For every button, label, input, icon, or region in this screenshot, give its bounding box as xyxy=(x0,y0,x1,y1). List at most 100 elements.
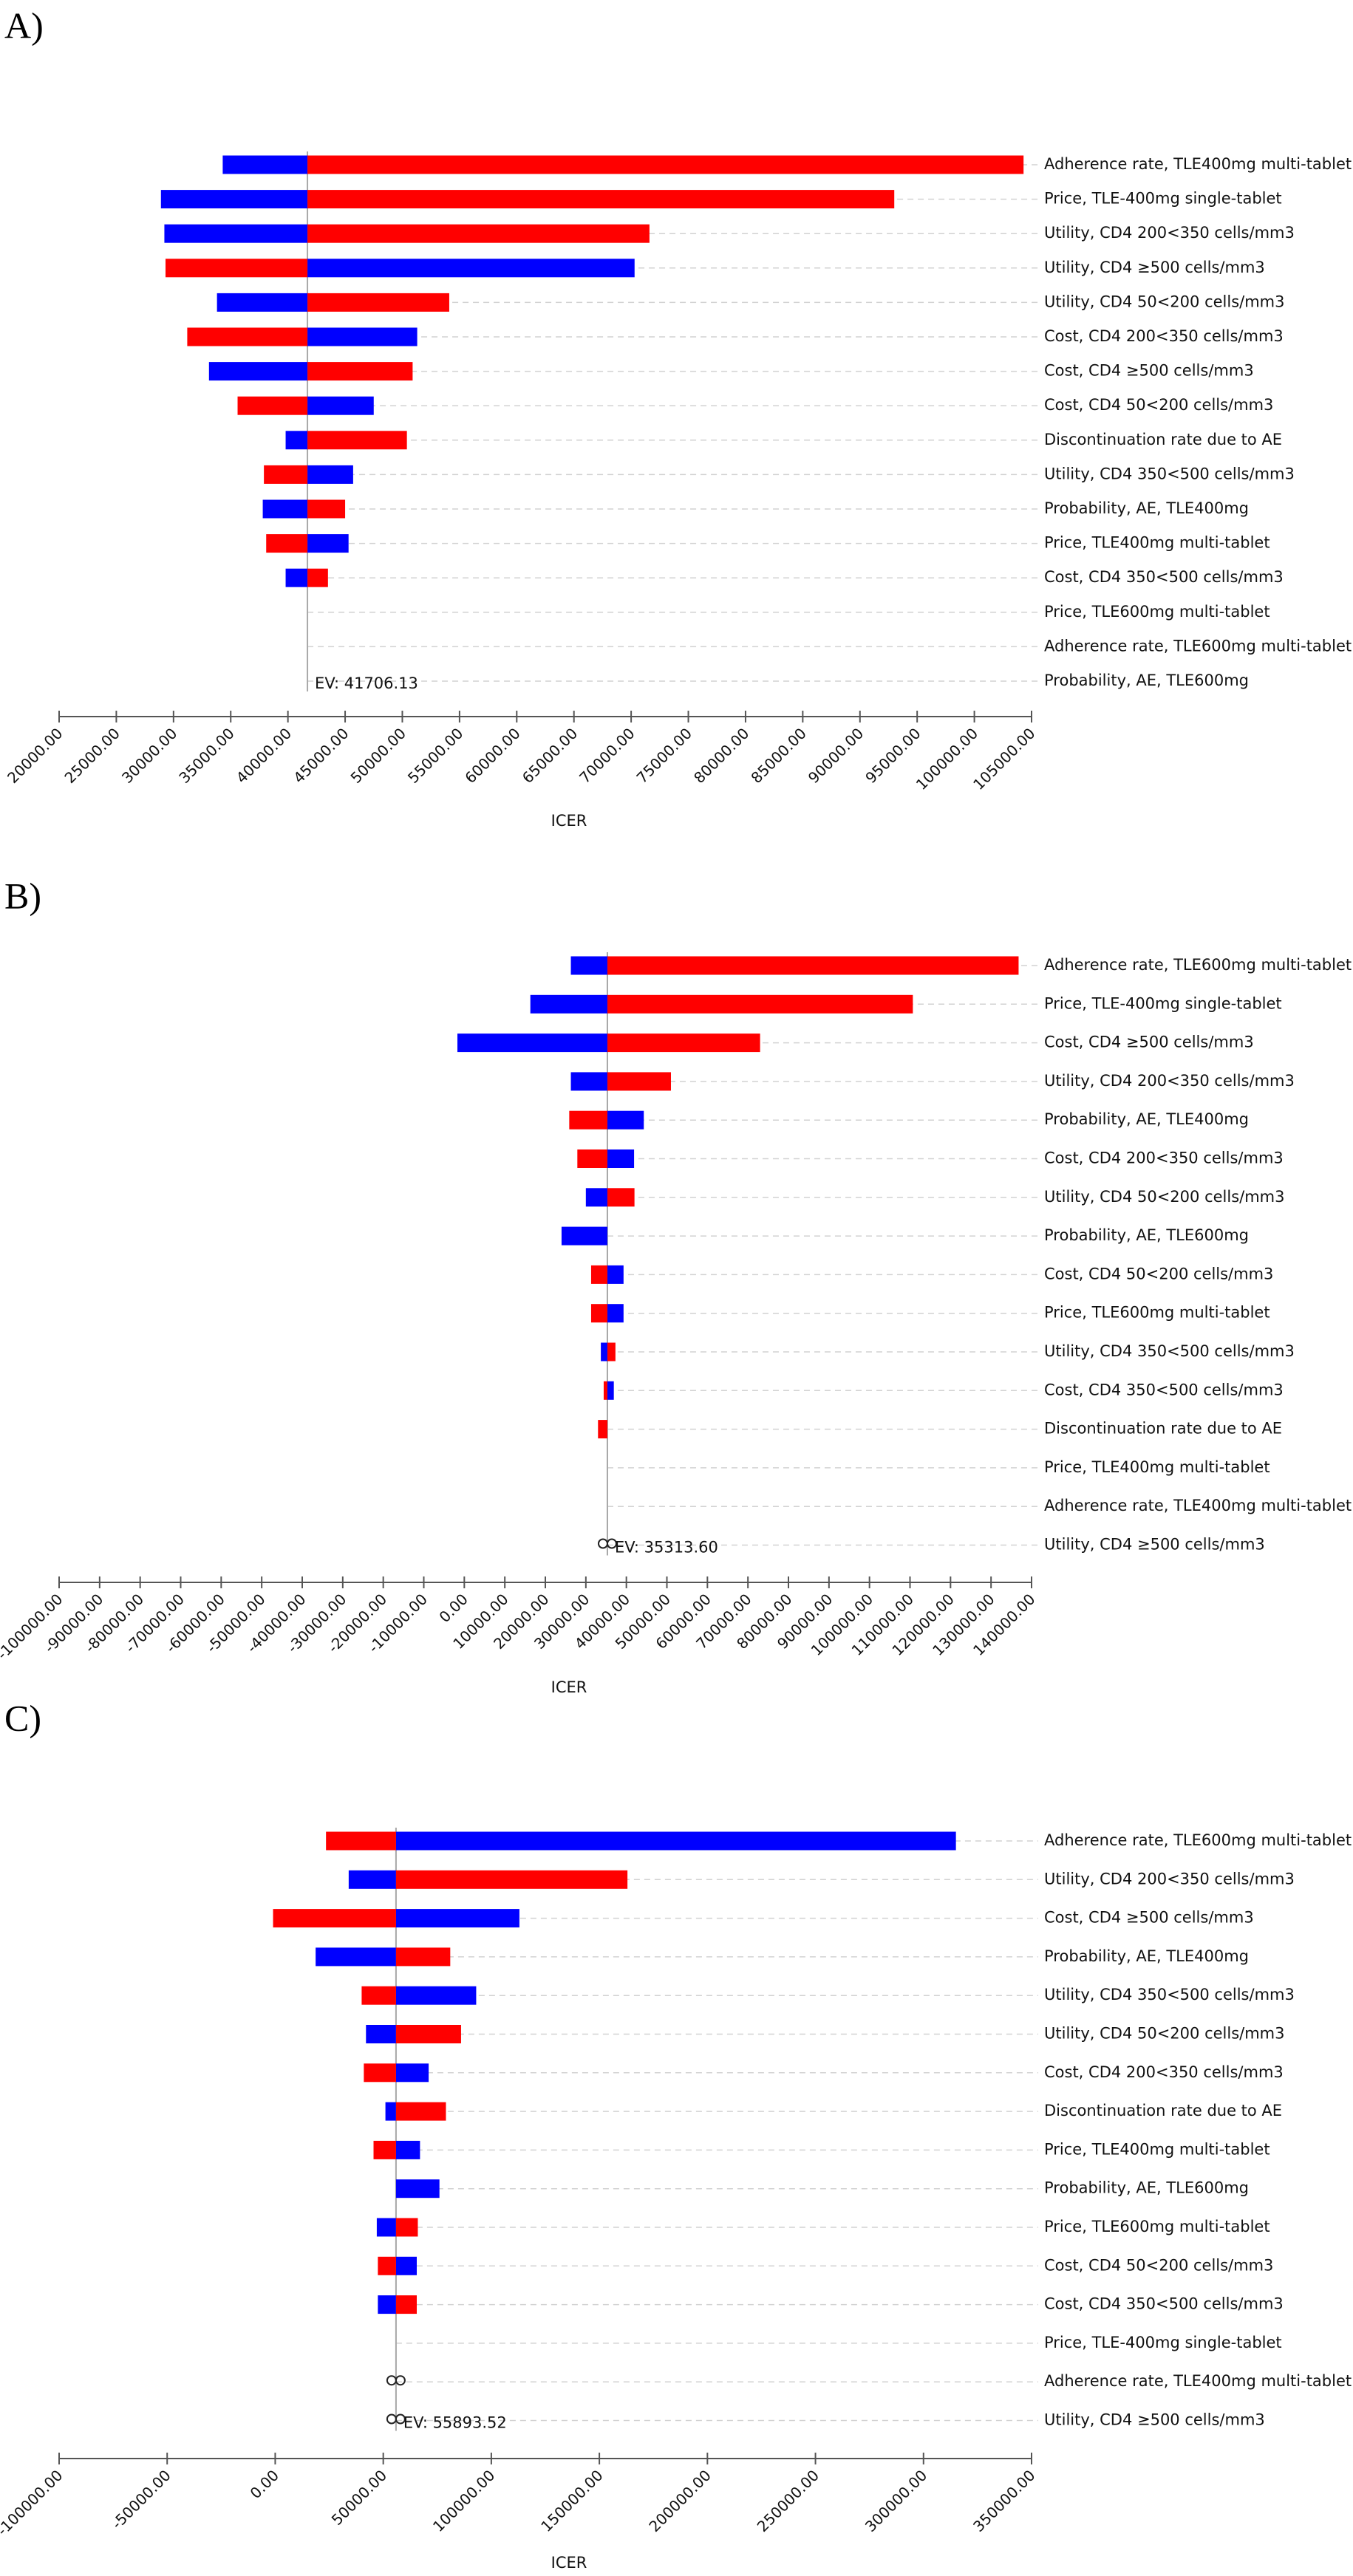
tornado-row: Price, TLE600mg multi-tablet xyxy=(590,1304,1270,1323)
x-axis-title: ICER xyxy=(551,1678,587,1696)
tornado-row: Utility, CD4 50<200 cells/mm3 xyxy=(217,293,1285,312)
tornado-row: Probability, AE, TLE600mg xyxy=(1044,672,1249,689)
bar-blue xyxy=(457,1034,607,1053)
parameter-label: Utility, CD4 ≥500 cells/mm3 xyxy=(1044,2411,1265,2429)
bar-blue xyxy=(316,1947,396,1967)
bar-red xyxy=(395,2218,418,2237)
bar-blue xyxy=(395,1831,956,1851)
bar-blue xyxy=(366,2025,396,2043)
parameter-label: Probability, AE, TLE600mg xyxy=(1044,672,1249,689)
parameter-label: Cost, CD4 50<200 cells/mm3 xyxy=(1044,2256,1273,2274)
tornado-row: Adherence rate, TLE400mg multi-tablet xyxy=(222,155,1352,174)
tornado-row: Price, TLE400mg multi-tablet xyxy=(373,2140,1270,2159)
bar-blue xyxy=(570,1072,607,1091)
parameter-label: Cost, CD4 50<200 cells/mm3 xyxy=(1044,1265,1273,1282)
parameter-label: Discontinuation rate due to AE xyxy=(1044,2102,1282,2119)
bar-red xyxy=(607,1342,616,1362)
parameter-label: Utility, CD4 50<200 cells/mm3 xyxy=(1044,2025,1285,2043)
parameter-label: Adherence rate, TLE400mg multi-tablet xyxy=(1044,155,1352,173)
bar-red xyxy=(598,1420,607,1439)
x-axis-title: ICER xyxy=(551,2554,587,2572)
tornado-row: Probability, AE, TLE400mg xyxy=(569,1110,1249,1130)
bar-blue xyxy=(376,2218,396,2237)
x-tick-label: 250000.00 xyxy=(754,2467,822,2535)
parameter-label: Utility, CD4 ≥500 cells/mm3 xyxy=(1044,1536,1265,1554)
tornado-row: Utility, CD4 ≥500 cells/mm3 xyxy=(386,2411,1265,2429)
tornado-panel-2: B) Adherence rate, TLE600mg multi-tablet P… xyxy=(0,875,1352,1696)
tornado-row: Utility, CD4 ≥500 cells/mm3 xyxy=(165,259,1265,278)
parameter-label: Cost, CD4 350<500 cells/mm3 xyxy=(1044,2295,1284,2313)
tornado-row: Utility, CD4 350<500 cells/mm3 xyxy=(264,465,1295,484)
infinity-marker xyxy=(386,2375,406,2386)
bar-red xyxy=(307,224,650,243)
bar-red xyxy=(577,1149,607,1168)
bar-blue xyxy=(607,1265,624,1284)
bar-red xyxy=(395,2102,446,2121)
bar-blue xyxy=(160,190,308,209)
infinity-marker xyxy=(386,2413,406,2425)
bar-blue xyxy=(307,465,353,484)
bar-blue xyxy=(395,2063,429,2083)
parameter-label: Cost, CD4 ≥500 cells/mm3 xyxy=(1044,1909,1254,1927)
tornado-row: Discontinuation rate due to AE xyxy=(598,1420,1282,1439)
bar-red xyxy=(590,1304,607,1323)
bar-red xyxy=(266,534,308,553)
bar-blue xyxy=(585,1188,607,1207)
x-tick-label: 90000.00 xyxy=(805,725,867,787)
parameter-label: Cost, CD4 200<350 cells/mm3 xyxy=(1044,2063,1284,2081)
tornado-row: Adherence rate, TLE400mg multi-tablet xyxy=(1044,1497,1352,1514)
tornado-row: Cost, CD4 200<350 cells/mm3 xyxy=(577,1149,1284,1168)
x-axis-title: ICER xyxy=(551,812,587,830)
x-tick-label: 150000.00 xyxy=(537,2467,606,2535)
bar-red xyxy=(373,2140,396,2159)
bar-red xyxy=(395,2025,461,2043)
x-tick-label: 35000.00 xyxy=(175,725,237,787)
tornado-row: Price, TLE400mg multi-tablet xyxy=(1044,1458,1270,1476)
infinity-marker xyxy=(597,1538,617,1549)
bar-red xyxy=(395,1947,451,1967)
parameter-label: Adherence rate, TLE400mg multi-tablet xyxy=(1044,2372,1352,2390)
bar-blue xyxy=(217,293,308,312)
tornado-row: Utility, CD4 350<500 cells/mm3 xyxy=(361,1986,1295,2005)
x-tick-label: 40000.00 xyxy=(233,725,295,787)
parameter-label: Cost, CD4 ≥500 cells/mm3 xyxy=(1044,1034,1254,1051)
bar-red xyxy=(165,259,308,278)
tornado-panel-3: C) Adherence rate, TLE600mg multi-tablet U… xyxy=(0,1697,1352,2572)
bar-red xyxy=(307,155,1024,174)
parameter-label: Utility, CD4 ≥500 cells/mm3 xyxy=(1044,259,1265,276)
x-tick-label: -100000.00 xyxy=(0,2467,67,2540)
x-tick-label: 350000.00 xyxy=(969,2467,1038,2535)
bar-red xyxy=(187,327,308,346)
parameter-label: Adherence rate, TLE400mg multi-tablet xyxy=(1044,1497,1352,1514)
tornado-row: Utility, CD4 200<350 cells/mm3 xyxy=(570,1072,1295,1091)
bar-blue xyxy=(395,1986,477,2005)
tornado-row: Utility, CD4 50<200 cells/mm3 xyxy=(366,2025,1285,2043)
parameter-label: Price, TLE-400mg single-tablet xyxy=(1044,2334,1282,2351)
parameter-label: Probability, AE, TLE400mg xyxy=(1044,1947,1249,1965)
parameter-label: Price, TLE600mg multi-tablet xyxy=(1044,1304,1270,1322)
parameter-label: Cost, CD4 350<500 cells/mm3 xyxy=(1044,1381,1284,1398)
bar-red xyxy=(326,1831,396,1851)
bar-red xyxy=(264,465,308,484)
bar-red xyxy=(307,499,346,519)
parameter-label: Adherence rate, TLE600mg multi-tablet xyxy=(1044,637,1352,655)
parameter-label: Utility, CD4 350<500 cells/mm3 xyxy=(1044,1986,1295,2003)
x-tick-label: -50000.00 xyxy=(108,2467,174,2533)
bar-blue xyxy=(570,956,607,975)
x-tick-label: 50000.00 xyxy=(347,725,409,787)
bar-red xyxy=(361,1986,396,2005)
tornado-row: Price, TLE-400mg single-tablet xyxy=(530,994,1282,1014)
bar-blue xyxy=(530,994,607,1014)
ev-label: EV: 55893.52 xyxy=(403,2414,507,2432)
x-tick-label: 60000.00 xyxy=(461,725,523,787)
bar-red xyxy=(395,1870,628,1889)
tornado-row: Probability, AE, TLE400mg xyxy=(262,499,1249,519)
panel-label: A) xyxy=(4,4,44,46)
x-tick-label: 50000.00 xyxy=(328,2467,390,2529)
x-tick-label: 80000.00 xyxy=(690,725,752,787)
bar-red xyxy=(307,190,895,209)
bar-blue xyxy=(348,1870,396,1889)
parameter-label: Price, TLE400mg multi-tablet xyxy=(1044,534,1270,552)
tornado-row: Utility, CD4 350<500 cells/mm3 xyxy=(601,1342,1295,1362)
tornado-row: Cost, CD4 50<200 cells/mm3 xyxy=(378,2256,1273,2275)
